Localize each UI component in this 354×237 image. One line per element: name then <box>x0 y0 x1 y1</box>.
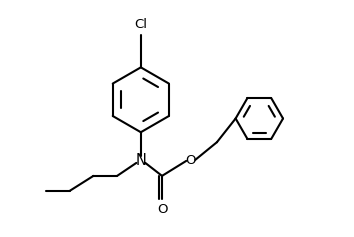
Text: O: O <box>185 155 196 167</box>
Text: Cl: Cl <box>134 18 147 31</box>
Text: O: O <box>157 203 167 216</box>
Text: N: N <box>135 153 146 169</box>
